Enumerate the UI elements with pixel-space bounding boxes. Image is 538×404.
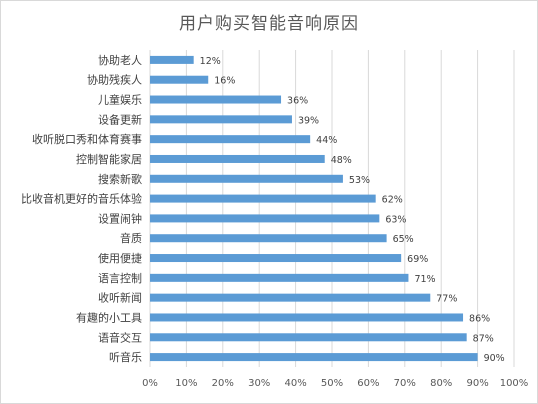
x-tick-label: 0% [142, 378, 158, 389]
x-tick-label: 20% [212, 378, 234, 389]
x-tick-label: 90% [466, 378, 488, 389]
category-label: 使用便捷 [98, 251, 142, 265]
data-label: 48% [331, 155, 352, 166]
bar [150, 115, 292, 124]
data-label: 77% [436, 294, 457, 305]
category-label: 语言控制 [98, 271, 142, 285]
bar [150, 254, 402, 263]
data-label: 39% [298, 115, 319, 126]
category-label: 协助老人 [98, 53, 142, 67]
x-tick-label: 60% [357, 378, 379, 389]
data-label: 63% [385, 214, 406, 225]
bar [150, 293, 431, 302]
category-label: 控制智能家居 [76, 152, 142, 166]
data-label: 12% [200, 56, 221, 67]
category-label: 听音乐 [109, 350, 142, 364]
data-label: 69% [407, 254, 428, 265]
data-label: 65% [393, 234, 414, 245]
x-tick-label: 50% [321, 378, 343, 389]
data-label: 16% [214, 76, 235, 87]
x-tick-label: 40% [284, 378, 306, 389]
category-label: 儿童娱乐 [98, 93, 142, 107]
category-label: 协助残疾人 [87, 73, 142, 87]
data-label: 62% [382, 195, 403, 206]
bar [150, 75, 209, 84]
chart-title: 用户购买智能音响原因 [179, 14, 359, 34]
category-label: 语音交互 [98, 330, 142, 344]
bar [150, 95, 282, 104]
category-label: 有趣的小工具 [76, 310, 142, 324]
data-label: 90% [484, 353, 505, 364]
data-label: 86% [469, 313, 490, 324]
x-tick-label: 100% [500, 378, 529, 389]
x-tick-label: 30% [248, 378, 270, 389]
x-tick-label: 80% [430, 378, 452, 389]
data-label: 71% [414, 274, 435, 285]
bar [150, 313, 464, 322]
bar [150, 333, 467, 342]
bar [150, 353, 478, 362]
bar [150, 194, 376, 203]
category-label: 收听新闻 [98, 291, 142, 305]
bar [150, 55, 194, 64]
category-label: 设置闹钟 [98, 211, 142, 225]
bar [150, 174, 343, 183]
x-tick-label: 70% [394, 378, 416, 389]
category-label: 音质 [120, 231, 142, 245]
category-label: 设备更新 [98, 112, 142, 126]
category-label: 搜索新歌 [98, 172, 142, 186]
x-tick-label: 10% [175, 378, 197, 389]
bar [150, 154, 325, 163]
bar [150, 234, 387, 243]
bar [150, 273, 409, 282]
bar [150, 135, 311, 144]
data-label: 53% [349, 175, 370, 186]
category-label: 比收音机更好的音乐体验 [21, 192, 142, 206]
bar [150, 214, 380, 223]
category-label: 收听脱口秀和体育赛事 [32, 132, 142, 146]
data-label: 87% [473, 333, 494, 344]
data-label: 44% [316, 135, 337, 146]
data-label: 36% [287, 96, 308, 107]
